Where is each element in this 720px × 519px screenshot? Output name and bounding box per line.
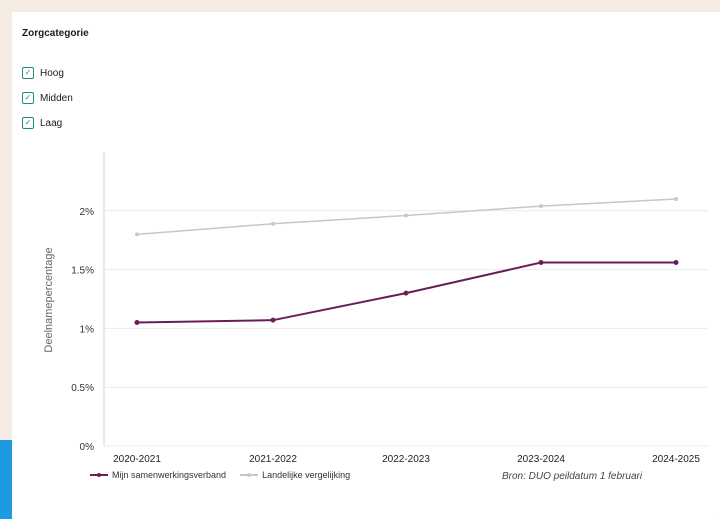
source-note: Bron: DUO peildatum 1 februari bbox=[502, 471, 643, 482]
checkbox-label: Laag bbox=[40, 117, 63, 129]
legend-item-series-2[interactable]: Landelijke vergelijking bbox=[240, 470, 350, 480]
x-tick-label: 2023-2024 bbox=[517, 454, 565, 465]
legend-swatch bbox=[240, 472, 259, 477]
legend-item-series-1[interactable]: Mijn samenwerkingsverband bbox=[90, 470, 226, 480]
legend-label: Landelijke vergelijking bbox=[262, 470, 351, 480]
x-tick-label: 2024-2025 bbox=[652, 454, 700, 465]
y-tick-label: 1% bbox=[80, 324, 95, 335]
checkbox-laag[interactable]: ✓ Laag bbox=[22, 116, 62, 130]
series-2-point[interactable] bbox=[674, 197, 678, 202]
series-1-point[interactable] bbox=[538, 260, 544, 266]
checkbox-midden[interactable]: ✓ Midden bbox=[22, 91, 73, 105]
series-1-point[interactable] bbox=[673, 260, 679, 266]
x-tick-label: 2021-2022 bbox=[249, 454, 297, 465]
checkbox-label: Midden bbox=[40, 92, 73, 104]
checkbox-label: Hoog bbox=[40, 67, 64, 79]
x-tick-label: 2020-2021 bbox=[113, 454, 161, 465]
chart-legend: Mijn samenwerkingsverband Landelijke ver… bbox=[90, 470, 364, 480]
y-axis-label: Deelnamepercentage bbox=[43, 247, 55, 352]
check-icon: ✓ bbox=[22, 67, 34, 79]
legend-swatch bbox=[90, 472, 108, 477]
series-2-point[interactable] bbox=[271, 221, 275, 226]
check-icon: ✓ bbox=[22, 117, 34, 129]
y-tick-label: 1.5% bbox=[71, 266, 94, 277]
series-2-point[interactable] bbox=[539, 204, 543, 209]
y-tick-label: 0% bbox=[80, 442, 95, 453]
legend-label: Mijn samenwerkingsverband bbox=[112, 470, 227, 480]
series-2-point[interactable] bbox=[135, 232, 139, 237]
side-accent-strip bbox=[0, 440, 12, 519]
series-1-point[interactable] bbox=[134, 320, 140, 326]
series-1-point[interactable] bbox=[270, 317, 276, 323]
series-2-point[interactable] bbox=[404, 213, 408, 218]
x-tick-label: 2022-2023 bbox=[382, 454, 430, 465]
y-tick-label: 0.5% bbox=[71, 383, 94, 394]
checkbox-hoog[interactable]: ✓ Hoog bbox=[22, 66, 64, 80]
chart-card bbox=[12, 12, 720, 519]
series-1-point[interactable] bbox=[403, 290, 409, 296]
check-icon: ✓ bbox=[22, 92, 34, 104]
filter-title: Zorgcategorie bbox=[22, 28, 89, 39]
y-tick-label: 2% bbox=[80, 207, 95, 218]
